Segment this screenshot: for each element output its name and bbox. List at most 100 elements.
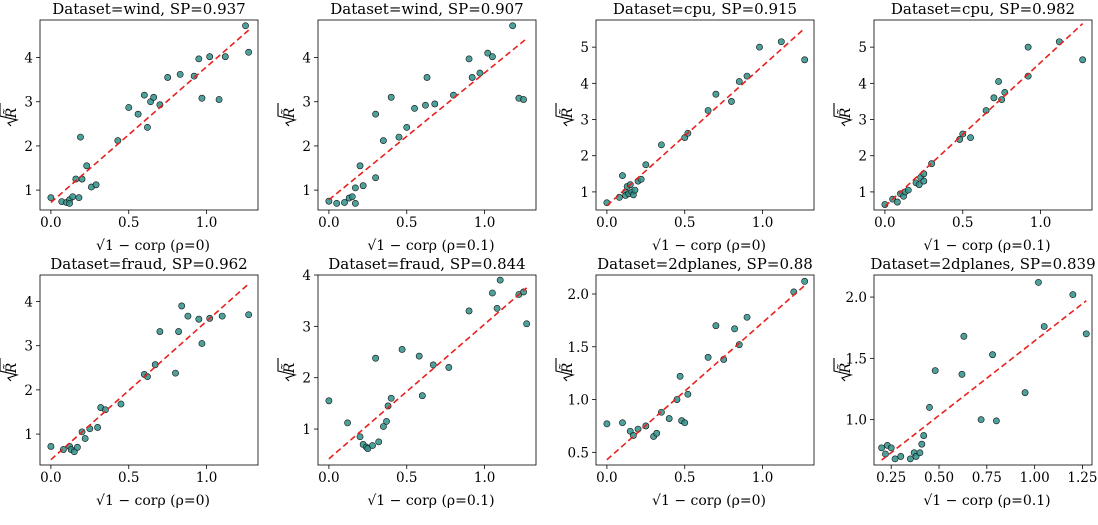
x-tick-label: 0.5 — [674, 470, 695, 486]
x-tick-label: 0.5 — [952, 215, 973, 231]
data-point — [403, 123, 411, 131]
y-tick-label: 4 — [302, 268, 311, 284]
x-tick-label: 0.25 — [876, 470, 906, 486]
scatter-panel-2: Dataset=wind, SP=0.907 0.0 0.5 1.0 1 2 3 4 √1 − … — [277, 0, 537, 254]
y-tick-label: 3 — [24, 95, 33, 111]
data-point — [172, 369, 179, 377]
data-point — [995, 78, 1002, 85]
x-axis-label: √1 − corρ (ρ=0) — [652, 493, 766, 509]
y-tick-label: 3 — [580, 113, 589, 129]
data-point — [493, 304, 501, 312]
data-point — [81, 435, 89, 442]
y-tick-label: 3 — [24, 339, 33, 355]
x-tick-label: 1.0 — [1030, 215, 1051, 231]
data-point — [989, 351, 996, 359]
data-point — [431, 100, 439, 108]
x-axis-label: √1 − corρ (ρ=0.1) — [923, 238, 1050, 254]
data-point — [990, 94, 998, 102]
x-tick-label: 0.0 — [874, 215, 895, 231]
data-point — [926, 403, 933, 411]
y-axis-label: √R̃R̃ — [833, 103, 854, 127]
data-point — [215, 96, 223, 103]
data-point — [1035, 278, 1042, 286]
data-point — [977, 416, 985, 424]
x-tick-label: 1.0 — [752, 470, 773, 486]
x-axis-label: √1 − corρ (ρ=0) — [96, 238, 210, 254]
scatter-panel-3: Dataset=cpu, SP=0.915 0.0 0.5 1.0 1 2 3 4 5 √1 − … — [555, 0, 815, 254]
y-tick-label: 3 — [302, 319, 311, 335]
data-point — [893, 198, 901, 206]
data-point — [156, 328, 164, 335]
scatter-panel-1: Dataset=wind, SP=0.937 0.0 0.5 1.0 1 2 3 4 √1 − … — [0, 0, 259, 254]
data-point — [59, 446, 67, 453]
y-axis-label: √R̃R̃ — [277, 103, 298, 127]
x-tick-label: 1.00 — [1020, 470, 1050, 486]
y-tick-label: 0.5 — [568, 445, 589, 461]
x-tick-label: 0.0 — [318, 215, 339, 231]
fit-line — [606, 284, 806, 461]
data-point — [66, 199, 73, 207]
data-point — [348, 193, 356, 201]
data-point — [468, 74, 476, 81]
chart-title: Dataset=cpu, SP=0.915 — [613, 0, 797, 18]
plot-frame — [595, 19, 815, 211]
data-point — [175, 328, 182, 335]
data-point — [523, 320, 531, 328]
data-point — [150, 93, 158, 101]
x-tick-label: 0.5 — [396, 470, 417, 486]
data-point — [351, 199, 359, 207]
y-tick-label: 2 — [24, 139, 33, 155]
data-point — [465, 307, 473, 315]
x-tick-label: 0.75 — [972, 470, 1002, 486]
data-point — [1024, 43, 1032, 51]
y-tick-label: 2.0 — [846, 290, 867, 306]
x-axis-label: √1 − corρ (ρ=0.1) — [923, 493, 1050, 509]
svg-text:√1 − corρ (ρ=0.1): √1 − corρ (ρ=0.1) — [367, 493, 494, 509]
svg-text:R̃: R̃ — [2, 107, 20, 119]
x-tick-label: 1.25 — [1067, 470, 1097, 486]
y-axis-label: √R̃R̃ — [555, 103, 576, 127]
x-axis-label: √1 − corρ (ρ=0.1) — [367, 238, 494, 254]
svg-text:√1 − corρ (ρ=0.1): √1 − corρ (ρ=0.1) — [367, 238, 494, 254]
data-point — [684, 390, 692, 398]
data-point — [496, 276, 504, 284]
x-axis-label: √1 − corρ (ρ=0) — [96, 493, 210, 509]
data-point — [897, 453, 905, 460]
data-point — [676, 372, 684, 380]
data-point — [931, 367, 939, 375]
plot-frame — [39, 19, 259, 211]
y-axis-label: √R̃R̃ — [277, 358, 298, 382]
data-point — [206, 53, 214, 61]
data-point — [77, 133, 84, 141]
x-tick-label: 1.0 — [196, 470, 217, 486]
data-point — [484, 49, 492, 57]
data-point — [69, 193, 77, 201]
x-tick-label: 1.0 — [196, 215, 217, 231]
data-point — [198, 94, 206, 102]
plot-frame — [317, 274, 537, 466]
data-point — [92, 181, 100, 189]
data-point — [520, 288, 527, 296]
data-point — [653, 429, 661, 437]
y-tick-label: 1 — [24, 183, 33, 199]
y-axis-label: √R̃R̃ — [0, 358, 20, 382]
data-point — [190, 72, 198, 80]
svg-text:R̃: R̃ — [558, 362, 576, 374]
svg-text:√1 − corρ (ρ=0.1): √1 − corρ (ρ=0.1) — [923, 493, 1050, 509]
data-point — [756, 43, 763, 51]
plot-frame — [595, 274, 815, 466]
svg-text:√1 − corρ (ρ=0): √1 − corρ (ρ=0) — [652, 493, 766, 509]
data-point — [704, 353, 712, 361]
y-tick-label: 4 — [24, 295, 33, 311]
y-tick-label: 4 — [302, 51, 311, 67]
plot-frame — [873, 274, 1093, 466]
data-point — [673, 396, 681, 403]
scatter-panel-5: Dataset=fraud, SP=0.962 0.0 0.5 1.0 1 2 3 4 √1 −… — [0, 255, 259, 509]
data-point — [642, 161, 650, 169]
data-point — [418, 392, 426, 400]
y-axis-label: √R̃R̃ — [555, 358, 576, 382]
x-tick-label: 0.0 — [318, 470, 339, 486]
plot-frame — [39, 274, 259, 466]
data-point — [681, 419, 689, 427]
data-point — [198, 340, 206, 347]
